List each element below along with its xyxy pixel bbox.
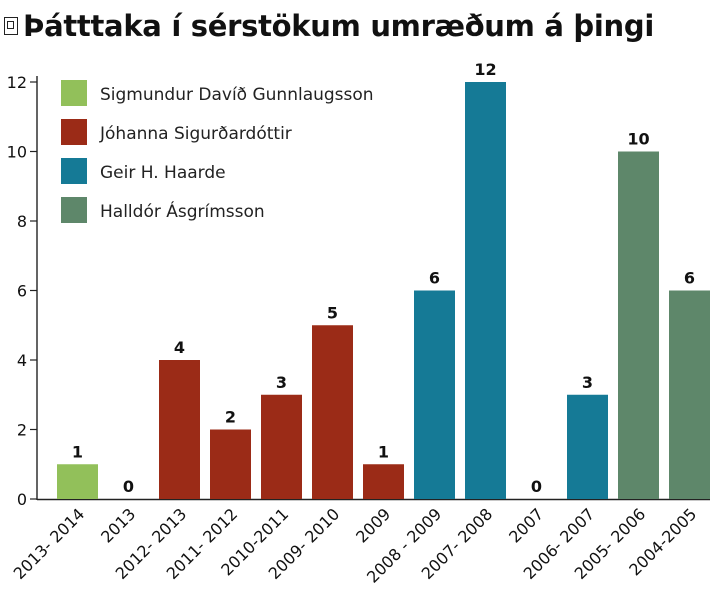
data-label: 5 [327, 303, 338, 322]
bar [669, 290, 710, 499]
data-label: 4 [174, 338, 185, 357]
y-tick-label: 0 [17, 490, 27, 509]
chart-title-row: Þátttaka í sérstökum umræðum á þingi [4, 6, 654, 46]
x-tick-label: 2013 [97, 504, 139, 546]
y-tick-label: 8 [17, 212, 27, 231]
data-label: 0 [123, 477, 134, 496]
document-icon [4, 17, 18, 35]
y-tick-label: 6 [17, 282, 27, 301]
data-label: 1 [72, 442, 83, 461]
legend: Sigmundur Davíð Gunnlaugsson Jóhanna Sigu… [61, 80, 374, 223]
data-label: 3 [582, 373, 593, 392]
legend-swatch [61, 80, 87, 106]
data-label: 3 [276, 373, 287, 392]
bar [618, 151, 659, 499]
bar [567, 394, 608, 499]
data-label: 6 [429, 269, 440, 288]
x-tick-label: 2009 [352, 504, 394, 546]
bar [57, 464, 98, 499]
y-tick-label: 2 [17, 421, 27, 440]
bar [159, 360, 200, 499]
x-tick-label: 2013- 2014 [10, 504, 89, 583]
data-label: 2 [225, 408, 236, 427]
legend-label: Jóhanna Sigurðardóttir [99, 124, 292, 144]
bar [261, 394, 302, 499]
legend-label: Halldór Ásgrímsson [100, 200, 265, 222]
data-label: 6 [684, 269, 695, 288]
data-label: 10 [627, 130, 649, 149]
legend-swatch [61, 197, 87, 223]
data-label: 1 [378, 442, 389, 461]
bar [465, 82, 506, 499]
bar [312, 325, 353, 499]
bar [363, 464, 404, 499]
bars [57, 82, 710, 499]
legend-swatch [61, 158, 87, 184]
chart-title: Þátttaka í sérstökum umræðum á þingi [23, 9, 654, 43]
legend-label: Sigmundur Davíð Gunnlaugsson [100, 85, 374, 105]
y-tick-label: 10 [7, 143, 27, 162]
data-label: 0 [531, 477, 542, 496]
data-label: 12 [474, 60, 496, 79]
legend-swatch [61, 119, 87, 145]
y-tick-label: 4 [17, 351, 27, 370]
x-tick-label: 2007 [505, 504, 547, 546]
bar [414, 290, 455, 499]
y-tick-label: 12 [7, 73, 27, 92]
bar [210, 429, 251, 499]
legend-label: Geir H. Haarde [100, 163, 226, 183]
